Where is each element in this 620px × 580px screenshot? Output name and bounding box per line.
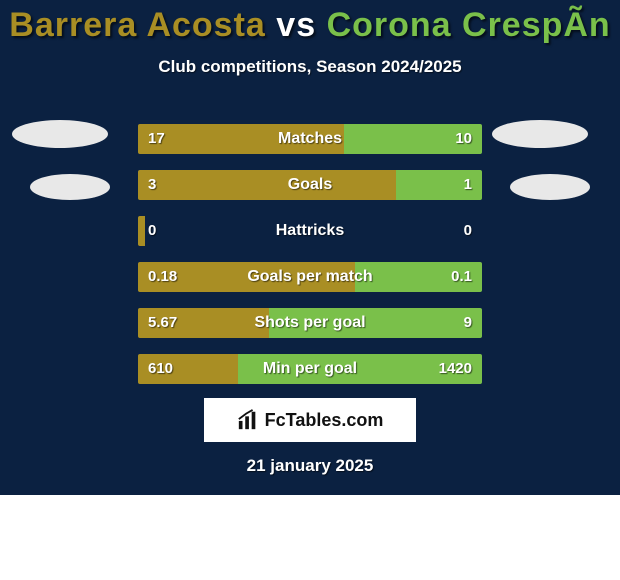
- left-team-badge: [30, 174, 110, 200]
- stat-row: Min per goal6101420: [138, 354, 482, 384]
- right-team-badge: [492, 120, 588, 148]
- stat-bar-player1: [138, 216, 145, 246]
- stat-label: Hattricks: [138, 216, 482, 246]
- title-vs: vs: [276, 6, 316, 44]
- title: Barrera Acosta vs Corona CrespÃ­n: [0, 0, 620, 45]
- stat-bar-player1: [138, 308, 269, 338]
- stat-row: Goals31: [138, 170, 482, 200]
- title-player2: Corona CrespÃ­n: [327, 6, 611, 44]
- stat-row: Hattricks0 0: [138, 216, 482, 246]
- comparison-panel: Barrera Acosta vs Corona CrespÃ­n Club c…: [0, 0, 620, 495]
- stat-bar-player1: [138, 354, 238, 384]
- stat-rows: Matches1710 Goals31 Hattricks0 0 Goals per m…: [138, 124, 482, 400]
- chart-icon: [237, 409, 259, 431]
- right-team-badge: [510, 174, 590, 200]
- stat-value-player2: 0: [464, 216, 472, 246]
- stat-bar-player2: [396, 170, 482, 200]
- stat-bar-player1: [138, 124, 344, 154]
- logo-text-b: Tables.com: [286, 410, 384, 430]
- logo-text: FcTables.com: [265, 410, 384, 431]
- logo-text-a: Fc: [265, 410, 286, 430]
- stat-row: Shots per goal5.679: [138, 308, 482, 338]
- fctables-logo: FcTables.com: [204, 398, 416, 442]
- stat-value-player1: 0: [148, 216, 156, 246]
- stat-row: Matches1710: [138, 124, 482, 154]
- date-text: 21 january 2025: [0, 456, 620, 476]
- stat-bar-player1: [138, 170, 396, 200]
- stat-bar-player2: [344, 124, 482, 154]
- title-player1: Barrera Acosta: [9, 6, 266, 44]
- stat-bar-player2: [355, 262, 482, 292]
- stat-bar-player2: [269, 308, 482, 338]
- stat-bar-player2: [238, 354, 482, 384]
- stat-bar-player1: [138, 262, 355, 292]
- left-team-badge: [12, 120, 108, 148]
- stat-row: Goals per match0.180.1: [138, 262, 482, 292]
- subtitle: Club competitions, Season 2024/2025: [0, 57, 620, 77]
